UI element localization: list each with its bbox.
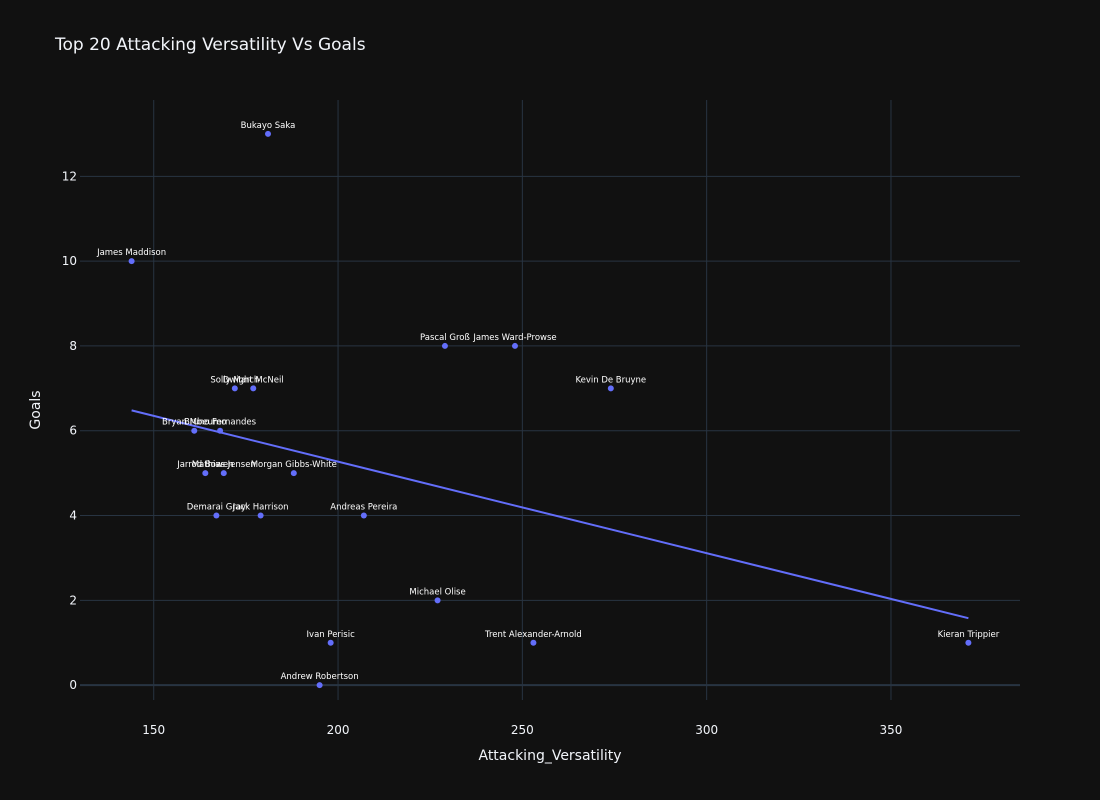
x-tick-label: 250 [511, 723, 534, 737]
data-point-label: Andreas Pereira [330, 503, 397, 513]
chart-title: Top 20 Attacking Versatility Vs Goals [54, 35, 366, 55]
trend-layer [131, 409, 969, 620]
x-axis-title: Attacking_Versatility [478, 748, 621, 764]
data-point[interactable] [191, 427, 198, 434]
data-point-label: Bruno Fernandes [184, 418, 257, 428]
data-point-label: Ivan Perisic [307, 630, 356, 640]
data-point-label: Pascal Groß [420, 333, 470, 343]
x-tick-label: 200 [327, 723, 350, 737]
data-point[interactable] [202, 470, 209, 477]
data-point[interactable] [360, 512, 367, 519]
data-point[interactable] [231, 385, 238, 392]
y-axis-title: Goals [28, 390, 44, 429]
y-tick-label: 12 [62, 169, 77, 183]
data-point-label: Michael Olise [409, 587, 465, 597]
point-layer [128, 130, 972, 689]
data-point-label: James Ward-Prowse [472, 333, 556, 343]
data-point[interactable] [265, 130, 271, 137]
data-point[interactable] [290, 470, 297, 477]
data-point-label: Bukayo Saka [241, 121, 296, 131]
data-point[interactable] [213, 512, 220, 519]
y-tick-label: 4 [69, 509, 77, 523]
data-point-label: James Maddison [96, 248, 166, 258]
x-tick-label: 350 [880, 723, 903, 737]
data-point[interactable] [220, 470, 227, 477]
data-point[interactable] [434, 597, 441, 604]
data-point[interactable] [530, 639, 537, 646]
y-tick-label: 10 [62, 254, 77, 268]
data-point-label: Andrew Robertson [281, 672, 359, 682]
data-point[interactable] [316, 682, 323, 689]
label-layer: Bukayo Saka James Maddison Pascal Groß Jame… [96, 121, 1000, 682]
x-tick-label: 300 [695, 723, 718, 737]
data-point[interactable] [217, 427, 224, 434]
data-point-label: Trent Alexander-Arnold [484, 630, 582, 640]
data-point-label: Kieran Trippier [938, 630, 1000, 640]
data-point-label: Morgan Gibbs-White [251, 460, 337, 470]
y-tick-label: 8 [69, 339, 77, 353]
data-point-label: Dwight McNeil [223, 375, 284, 385]
data-point[interactable] [327, 639, 334, 646]
x-tick-label: 150 [142, 723, 165, 737]
data-point-label: Kevin De Bruyne [575, 375, 646, 385]
data-point-label: Jack Harrison [232, 503, 289, 513]
tick-layer: 150 200 250 300 350 0 2 4 6 8 10 12 [62, 169, 903, 737]
trend-line [131, 409, 969, 620]
data-point-label: Demarai Gray [187, 503, 246, 513]
data-point[interactable] [250, 385, 257, 392]
y-tick-label: 0 [69, 678, 77, 692]
data-point[interactable] [607, 385, 614, 392]
data-point-label: Jarrod Bowen [176, 460, 233, 470]
data-point[interactable] [965, 639, 972, 646]
y-tick-label: 6 [69, 424, 77, 438]
data-point[interactable] [511, 342, 518, 349]
data-point[interactable] [441, 342, 448, 349]
y-tick-label: 2 [69, 593, 77, 607]
data-point[interactable] [257, 512, 264, 519]
data-point-label: Mathias Jensen [192, 460, 256, 470]
data-point-label: Solly March [210, 375, 259, 385]
data-point-label: Bryan Mbeumo [162, 418, 226, 428]
data-point[interactable] [128, 258, 135, 265]
grid-layer [80, 100, 1020, 700]
